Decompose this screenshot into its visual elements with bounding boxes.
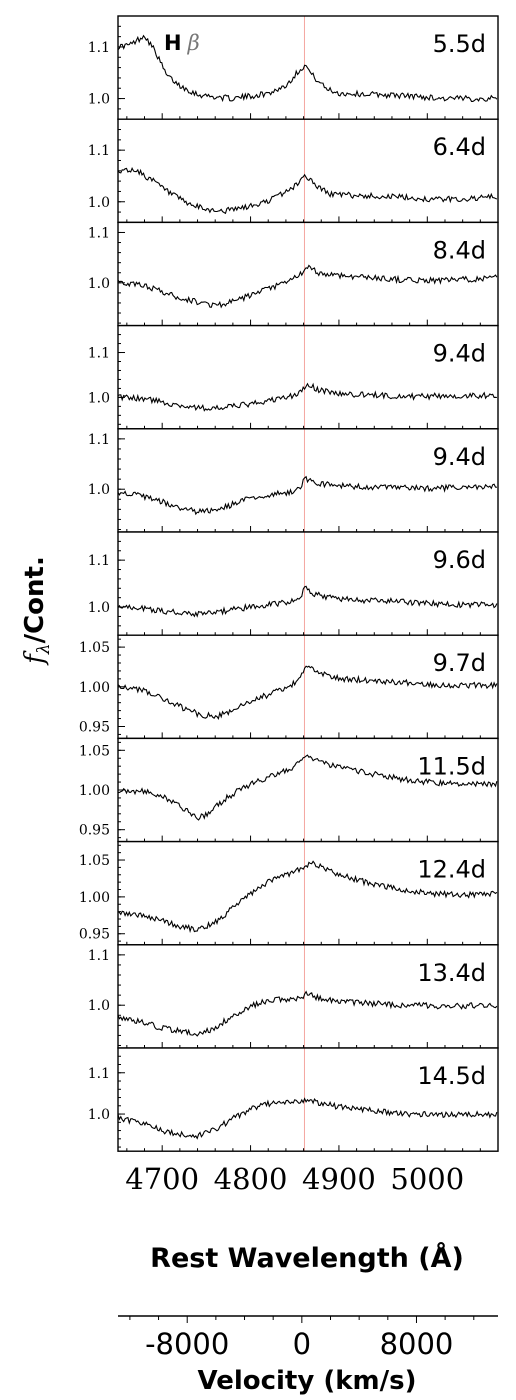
y-axis-label-rest: /Cont. [20,556,50,643]
spectrum-panel: 1.0 1.1 9.4d [88,324,499,430]
y-tick-label: 1.1 [88,432,110,448]
line-label-greek: β [187,31,200,55]
panel-background [118,119,498,223]
wavelength-axis: 4700 4800 4900 5000 [125,1162,464,1196]
epoch-label: 11.5d [417,752,486,780]
velocity-axis-label: Velocity (km/s) [198,1366,417,1396]
spectrum-line [117,754,498,821]
panel-stack: 1.0 1.1 5.5d 1.0 1.1 6.4d 1.0 1.1 8.4d 1.0 1.1 9.4d… [79,15,499,1152]
y-tick-label: 1.0 [88,92,110,108]
spectrum-panel: 1.0 1.1 5.5d [88,15,499,120]
velocity-tick-label: -8000 [145,1327,229,1361]
spectrum-panel: 0.95 1.00 1.05 12.4d [79,840,499,946]
y-axis-label-subscript: λ [34,643,54,655]
epoch-label: 9.4d [433,340,486,368]
spectrum-panel: 1.0 1.1 14.5d [88,1047,499,1152]
y-tick-label: 1.0 [88,276,110,292]
y-tick-label: 0.95 [79,823,110,839]
spectrum-panel: 1.0 1.1 9.6d [88,531,499,636]
spectrum-line [117,1097,498,1140]
epoch-label: 6.4d [433,133,486,161]
y-tick-label: 1.0 [88,600,110,616]
y-tick-label: 1.1 [88,143,110,159]
y-tick-label: 1.1 [88,1066,110,1082]
spectrum-line [117,166,498,215]
epoch-label: 9.7d [433,649,486,677]
y-tick-label: 1.00 [79,783,110,799]
panel-background [118,222,498,326]
spectrum-panel: 1.0 1.1 8.4d [88,221,499,327]
spectrum-line [117,860,498,934]
velocity-tick-label: 0 [293,1327,311,1361]
y-tick-label: 1.1 [88,948,110,964]
y-tick-label: 1.1 [88,40,110,56]
epoch-label: 13.4d [417,959,486,987]
epoch-label: 14.5d [417,1062,486,1090]
y-tick-label: 0.95 [79,927,110,943]
panel-background [118,325,498,429]
y-tick-label: 1.0 [88,195,110,211]
y-tick-label: 1.1 [88,553,110,569]
y-tick-label: 1.0 [88,482,110,498]
y-tick-label: 1.00 [79,890,110,906]
y-tick-label: 0.95 [79,719,110,735]
velocity-tick-label: 8000 [380,1327,454,1361]
y-tick-label: 1.05 [79,743,110,759]
y-tick-label: 1.05 [79,640,110,656]
y-axis-label: fλ/Cont. [20,556,54,666]
epoch-label: 12.4d [417,856,486,884]
line-label-element: H [164,31,182,55]
spectrum-panel: 1.0 1.1 13.4d [88,944,499,1049]
y-tick-label: 1.1 [88,225,110,241]
spectrum-line [117,585,498,618]
x-tick-label: 4800 [214,1162,288,1196]
spectrum-panel: 0.95 1.00 1.05 11.5d [79,737,499,843]
epoch-label: 9.4d [433,443,486,471]
y-tick-label: 1.0 [88,1107,110,1123]
spectrum-line [117,475,497,516]
epoch-label: 5.5d [433,30,486,58]
velocity-axis: -8000 0 8000 [118,1315,498,1361]
spectrum-line [117,264,498,309]
spectrum-panel: 1.0 1.1 6.4d [88,118,499,224]
spectrum-line [117,990,498,1037]
y-tick-label: 1.0 [88,390,110,406]
y-tick-label: 1.05 [79,853,110,869]
x-tick-label: 4700 [125,1162,199,1196]
panel-frame [117,1047,499,1152]
spectrum-line [117,34,498,103]
epoch-label: 8.4d [433,236,486,264]
y-tick-label: 1.1 [88,346,110,362]
epoch-label: 9.6d [433,546,486,574]
spectrum-line [117,382,497,412]
y-tick-label: 1.0 [88,998,110,1014]
spectrum-panel: 1.0 1.1 9.4d [88,428,499,533]
x-tick-label: 4900 [302,1162,376,1196]
spectrum-line [117,665,498,721]
spectrum-panel: 0.95 1.00 1.05 9.7d [79,634,499,740]
x-tick-label: 5000 [390,1162,464,1196]
y-tick-label: 1.00 [79,680,110,696]
x-axis-label: Rest Wavelength (Å) [150,1242,464,1274]
panel-background [118,532,498,636]
panel-background [118,944,498,1048]
